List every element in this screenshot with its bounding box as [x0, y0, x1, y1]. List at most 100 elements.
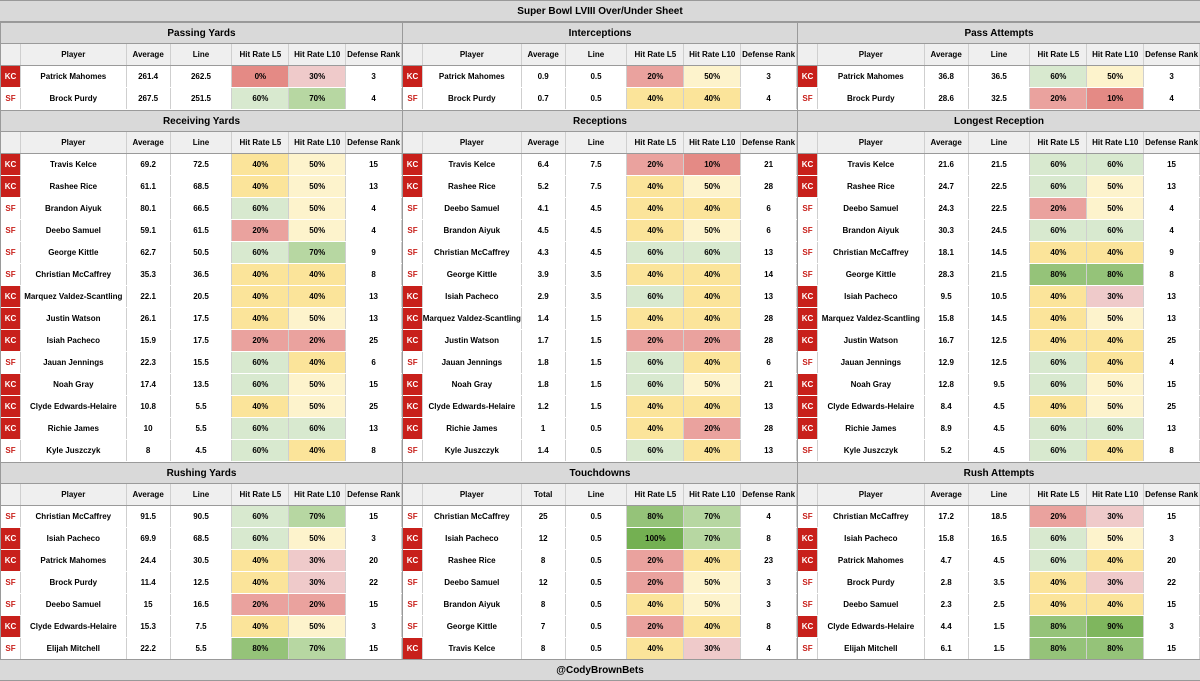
average-value: 12 — [522, 528, 566, 549]
section-pass-attempts: Pass Attempts Player Average Line Hit Rate L… — [797, 22, 1200, 110]
player-name: Justin Watson — [818, 330, 925, 351]
player-name: Isiah Pacheco — [423, 528, 522, 549]
header-def: Defense Rank — [1144, 44, 1200, 65]
header-hr5: Hit Rate L5 — [627, 132, 685, 153]
defense-rank: 3 — [741, 594, 798, 615]
average-value: 1.7 — [522, 330, 566, 351]
defense-rank: 25 — [1144, 396, 1200, 417]
hit-rate-l10: 40% — [684, 308, 742, 329]
average-value: 15.9 — [127, 330, 171, 351]
hit-rate-l5: 40% — [627, 88, 685, 109]
table-row: SF Christian McCaffrey 35.3 36.5 40% 40% 8 — [1, 264, 402, 286]
average-value: 6.1 — [925, 638, 969, 659]
line-value: 30.5 — [171, 550, 233, 571]
defense-rank: 13 — [741, 242, 798, 263]
line-value: 1.5 — [566, 330, 628, 351]
hit-rate-l10: 30% — [1087, 506, 1145, 527]
average-value: 69.2 — [127, 154, 171, 175]
player-name: Brock Purdy — [21, 88, 127, 109]
table-row: KC Clyde Edwards-Helaire 8.4 4.5 40% 50% 25 — [798, 396, 1200, 418]
team-badge: SF — [798, 506, 818, 527]
defense-rank: 4 — [1144, 220, 1200, 241]
hit-rate-l10: 70% — [684, 528, 742, 549]
line-value: 66.5 — [171, 198, 233, 219]
hit-rate-l10: 40% — [289, 352, 347, 373]
player-name: Christian McCaffrey — [818, 506, 925, 527]
hit-rate-l10: 60% — [1087, 418, 1145, 439]
hit-rate-l10: 50% — [289, 176, 347, 197]
average-value: 0.9 — [522, 66, 566, 87]
player-name: Brock Purdy — [818, 88, 925, 109]
defense-rank: 13 — [1144, 308, 1200, 329]
player-name: Brock Purdy — [818, 572, 925, 593]
hit-rate-l5: 60% — [232, 528, 290, 549]
defense-rank: 15 — [1144, 374, 1200, 395]
average-value: 7 — [522, 616, 566, 637]
table-row: KC Noah Gray 17.4 13.5 60% 50% 15 — [1, 374, 402, 396]
hit-rate-l10: 50% — [289, 616, 347, 637]
player-name: Patrick Mahomes — [423, 66, 522, 87]
header-team — [403, 484, 423, 505]
average-value: 5.2 — [522, 176, 566, 197]
table-row: SF Jauan Jennings 1.8 1.5 60% 40% 6 — [403, 352, 798, 374]
hit-rate-l10: 40% — [684, 286, 742, 307]
player-name: Deebo Samuel — [423, 198, 522, 219]
header-def: Defense Rank — [346, 132, 402, 153]
header-average: Average — [925, 44, 969, 65]
player-name: Deebo Samuel — [21, 220, 127, 241]
hit-rate-l5: 80% — [1030, 638, 1088, 659]
header-hr10: Hit Rate L10 — [1087, 132, 1145, 153]
hit-rate-l5: 40% — [232, 572, 290, 593]
hit-rate-l10: 50% — [684, 594, 742, 615]
hit-rate-l10: 40% — [684, 440, 742, 461]
average-value: 8.9 — [925, 418, 969, 439]
line-value: 22.5 — [969, 176, 1031, 197]
table-row: SF George Kittle 28.3 21.5 80% 80% 8 — [798, 264, 1200, 286]
average-value: 28.6 — [925, 88, 969, 109]
table-row: KC Richie James 1 0.5 40% 20% 28 — [403, 418, 798, 440]
player-name: Christian McCaffrey — [423, 242, 522, 263]
table-row: KC Isiah Pacheco 9.5 10.5 40% 30% 13 — [798, 286, 1200, 308]
line-value: 13.5 — [171, 374, 233, 395]
hit-rate-l10: 40% — [289, 264, 347, 285]
header-hr5: Hit Rate L5 — [232, 44, 290, 65]
hit-rate-l10: 40% — [1087, 330, 1145, 351]
line-value: 72.5 — [171, 154, 233, 175]
hit-rate-l5: 60% — [232, 242, 290, 263]
hit-rate-l10: 60% — [684, 242, 742, 263]
team-badge: KC — [798, 154, 818, 175]
average-value: 69.9 — [127, 528, 171, 549]
player-name: Christian McCaffrey — [818, 242, 925, 263]
table-row: KC Marquez Valdez-Scantling 15.8 14.5 40% 50%… — [798, 308, 1200, 330]
column-header-row: Player Average Line Hit Rate L5 Hit Rate L10… — [403, 44, 798, 66]
player-name: Christian McCaffrey — [21, 506, 127, 527]
team-badge: KC — [403, 528, 423, 549]
table-row: SF Brandon Aiyuk 8 0.5 40% 50% 3 — [403, 594, 798, 616]
header-player: Player — [423, 484, 522, 505]
player-name: Brandon Aiyuk — [423, 220, 522, 241]
player-name: Travis Kelce — [818, 154, 925, 175]
hit-rate-l5: 60% — [627, 242, 685, 263]
defense-rank: 28 — [741, 308, 798, 329]
line-value: 262.5 — [171, 66, 233, 87]
header-hr10: Hit Rate L10 — [289, 132, 347, 153]
player-name: Travis Kelce — [21, 154, 127, 175]
section-title: Longest Reception — [798, 110, 1200, 132]
hit-rate-l10: 80% — [1087, 638, 1145, 659]
table-row: KC Rashee Rice 8 0.5 20% 40% 23 — [403, 550, 798, 572]
average-value: 1.4 — [522, 440, 566, 461]
hit-rate-l5: 20% — [232, 220, 290, 241]
defense-rank: 28 — [741, 418, 798, 439]
player-name: George Kittle — [423, 264, 522, 285]
header-hr5: Hit Rate L5 — [232, 132, 290, 153]
team-badge: KC — [403, 374, 423, 395]
defense-rank: 28 — [741, 176, 798, 197]
team-badge: KC — [1, 374, 21, 395]
line-value: 0.5 — [566, 506, 628, 527]
header-team — [1, 484, 21, 505]
team-badge: KC — [798, 176, 818, 197]
hit-rate-l10: 10% — [1087, 88, 1145, 109]
average-value: 6.4 — [522, 154, 566, 175]
player-name: Richie James — [423, 418, 522, 439]
header-average: Average — [127, 44, 171, 65]
